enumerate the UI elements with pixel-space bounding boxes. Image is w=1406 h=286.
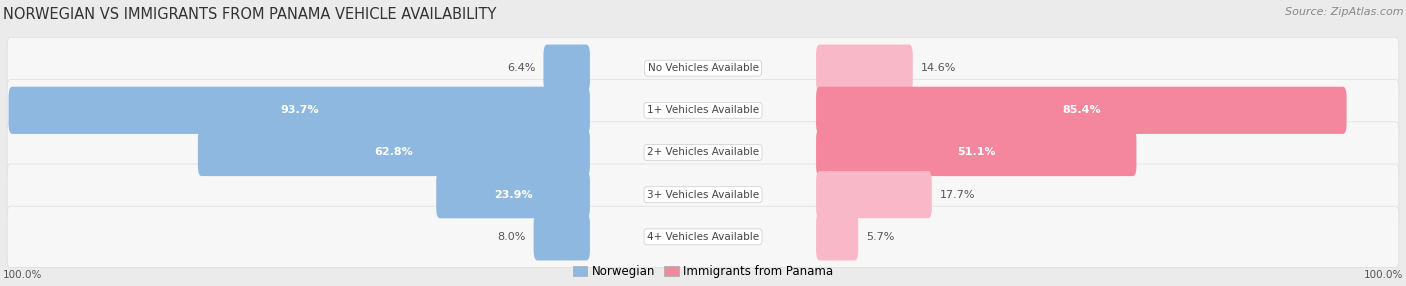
- FancyBboxPatch shape: [815, 213, 858, 261]
- FancyBboxPatch shape: [8, 87, 591, 134]
- FancyBboxPatch shape: [7, 80, 1399, 141]
- FancyBboxPatch shape: [815, 129, 1136, 176]
- FancyBboxPatch shape: [815, 171, 932, 218]
- FancyBboxPatch shape: [815, 45, 912, 92]
- Text: 17.7%: 17.7%: [939, 190, 976, 200]
- FancyBboxPatch shape: [436, 171, 591, 218]
- Text: 14.6%: 14.6%: [921, 63, 956, 73]
- FancyBboxPatch shape: [7, 164, 1399, 225]
- Text: 51.1%: 51.1%: [957, 148, 995, 158]
- Text: 100.0%: 100.0%: [1364, 270, 1403, 280]
- FancyBboxPatch shape: [7, 122, 1399, 183]
- Text: 100.0%: 100.0%: [3, 270, 42, 280]
- FancyBboxPatch shape: [534, 213, 591, 261]
- Text: 93.7%: 93.7%: [280, 105, 319, 115]
- Text: 62.8%: 62.8%: [374, 148, 413, 158]
- Text: 23.9%: 23.9%: [494, 190, 533, 200]
- FancyBboxPatch shape: [7, 206, 1399, 267]
- Text: 8.0%: 8.0%: [498, 232, 526, 242]
- FancyBboxPatch shape: [544, 45, 591, 92]
- Legend: Norwegian, Immigrants from Panama: Norwegian, Immigrants from Panama: [568, 261, 838, 283]
- Text: No Vehicles Available: No Vehicles Available: [648, 63, 758, 73]
- Text: NORWEGIAN VS IMMIGRANTS FROM PANAMA VEHICLE AVAILABILITY: NORWEGIAN VS IMMIGRANTS FROM PANAMA VEHI…: [3, 7, 496, 22]
- Text: 3+ Vehicles Available: 3+ Vehicles Available: [647, 190, 759, 200]
- FancyBboxPatch shape: [198, 129, 591, 176]
- FancyBboxPatch shape: [7, 37, 1399, 99]
- Text: Source: ZipAtlas.com: Source: ZipAtlas.com: [1285, 7, 1403, 17]
- Text: 2+ Vehicles Available: 2+ Vehicles Available: [647, 148, 759, 158]
- FancyBboxPatch shape: [815, 87, 1347, 134]
- Text: 4+ Vehicles Available: 4+ Vehicles Available: [647, 232, 759, 242]
- Text: 1+ Vehicles Available: 1+ Vehicles Available: [647, 105, 759, 115]
- Text: 5.7%: 5.7%: [866, 232, 894, 242]
- Text: 85.4%: 85.4%: [1062, 105, 1101, 115]
- Text: 6.4%: 6.4%: [508, 63, 536, 73]
